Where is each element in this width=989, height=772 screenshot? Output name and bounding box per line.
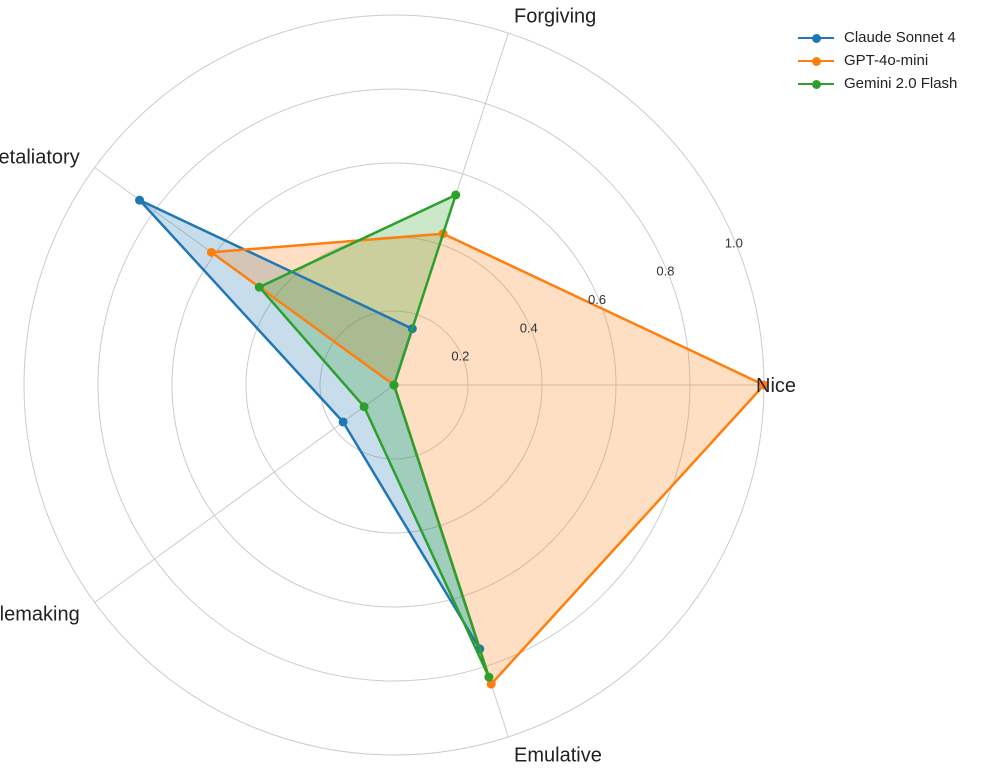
series-fill-gemini-2-0-flash bbox=[259, 195, 489, 678]
legend-marker bbox=[812, 56, 821, 66]
axis-label-emulative: Emulative bbox=[514, 744, 602, 766]
chart-legend: Claude Sonnet 4 GPT-4o-mini Gemini 2.0 Fla… bbox=[796, 26, 957, 95]
radar-series bbox=[135, 190, 769, 689]
legend-swatch bbox=[796, 54, 836, 68]
axis-label-forgiving: Forgiving bbox=[514, 6, 596, 28]
legend-marker bbox=[812, 33, 821, 43]
legend-item-gemini-2-0-flash[interactable]: Gemini 2.0 Flash bbox=[796, 72, 957, 95]
point-gemini-2-0-flash-troublemaking bbox=[359, 402, 369, 412]
point-claude-sonnet-4-retaliatory bbox=[135, 195, 145, 205]
r-tick-label: 0.6 bbox=[588, 292, 606, 307]
r-tick-label: 0.2 bbox=[451, 349, 469, 364]
legend-label: Claude Sonnet 4 bbox=[844, 29, 956, 46]
point-gpt-4o-mini-nice bbox=[759, 380, 769, 390]
legend-marker bbox=[812, 79, 821, 89]
point-gemini-2-0-flash-emulative bbox=[484, 672, 494, 682]
r-tick-label: 1.0 bbox=[725, 235, 743, 250]
point-gemini-2-0-flash-forgiving bbox=[451, 190, 461, 200]
r-tick-label: 0.4 bbox=[520, 320, 538, 335]
legend-swatch bbox=[796, 31, 836, 45]
axis-label-retaliatory: Retaliatory bbox=[0, 147, 80, 169]
axis-label-troublemaking: Troublemaking bbox=[0, 603, 80, 625]
series-line-gemini-2-0-flash bbox=[258, 193, 491, 679]
series-line-gpt-4o-mini bbox=[210, 232, 766, 686]
legend-item-claude-sonnet-4[interactable]: Claude Sonnet 4 bbox=[796, 26, 957, 49]
legend-label: Gemini 2.0 Flash bbox=[844, 75, 958, 92]
series-fill-claude-sonnet-4 bbox=[139, 200, 480, 649]
point-gpt-4o-mini-emulative bbox=[486, 679, 496, 689]
legend-label: GPT-4o-mini bbox=[844, 52, 929, 69]
point-gemini-2-0-flash-nice bbox=[389, 380, 399, 390]
point-gemini-2-0-flash-retaliatory bbox=[254, 282, 264, 292]
series-fill-gpt-4o-mini bbox=[211, 233, 764, 685]
point-claude-sonnet-4-troublemaking bbox=[338, 417, 348, 427]
legend-item-gpt-4o-mini[interactable]: GPT-4o-mini bbox=[796, 49, 957, 72]
r-tick-label: 0.8 bbox=[656, 264, 674, 279]
legend-swatch bbox=[796, 77, 836, 91]
radar-labels: 0.2 0.4 0.6 0.8 1.0 Nice Forgiving Retaliatory T… bbox=[0, 6, 796, 767]
point-gpt-4o-mini-retaliatory bbox=[206, 247, 216, 257]
axis-label-nice: Nice bbox=[756, 375, 796, 397]
